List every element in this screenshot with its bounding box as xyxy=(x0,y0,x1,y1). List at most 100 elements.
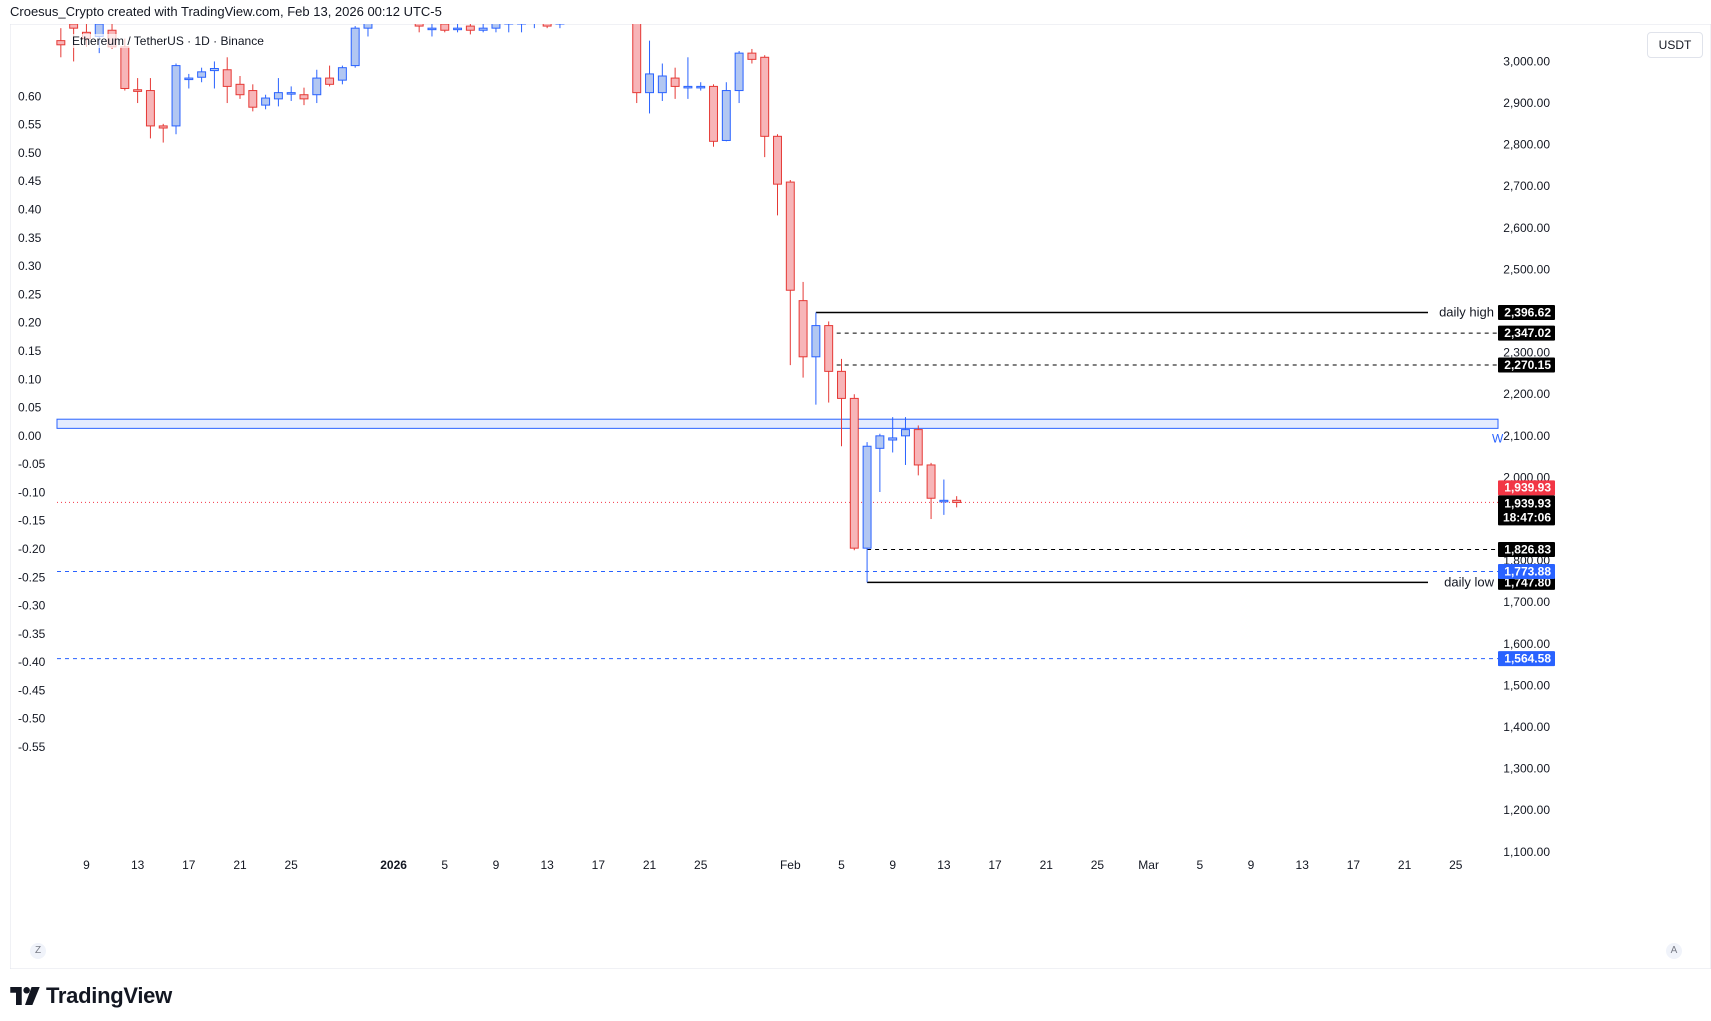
candle-body xyxy=(645,73,654,94)
time-axis-label: 21 xyxy=(233,858,247,872)
candle xyxy=(427,24,437,37)
candle-body xyxy=(184,77,194,81)
candle xyxy=(273,78,283,107)
time-axis-label: 9 xyxy=(1248,858,1255,872)
auto-scale-button[interactable]: A xyxy=(1666,943,1682,959)
left-axis-tick-label: 0.00 xyxy=(18,429,42,443)
price-chart[interactable]: 0.60 0.55 0.50 0.45 0.40 0.35 0.30 0.25 0.20 0.15… xyxy=(10,24,1711,969)
candle-body xyxy=(414,24,424,27)
candle-body xyxy=(542,24,552,27)
candle xyxy=(785,180,795,366)
chart-frame[interactable]: 0.60 0.55 0.50 0.45 0.40 0.35 0.30 0.25 0.20 0.15… xyxy=(10,24,1711,969)
time-axis-label: 17 xyxy=(988,858,1002,872)
candle-body xyxy=(696,85,706,89)
candle xyxy=(465,24,475,35)
candle xyxy=(133,78,143,104)
time-axis-label: 13 xyxy=(937,858,951,872)
candle-body xyxy=(286,92,296,95)
tradingview-logo[interactable]: TradingView xyxy=(10,983,172,1009)
candle xyxy=(184,73,194,89)
time-axis-label: 2026 xyxy=(380,858,407,872)
right-axis-tick-label: 2,200.00 xyxy=(1503,387,1550,401)
candle xyxy=(261,94,271,110)
candle-body xyxy=(197,71,207,78)
candle xyxy=(939,479,949,515)
candle-body xyxy=(209,68,219,72)
left-axis-tick-label: -0.40 xyxy=(18,655,46,669)
candle-body xyxy=(773,135,782,185)
time-axis[interactable]: 9 13 17 21 25 2026 5 9 13 17 21 25 Feb 5 9 13 17 21 25 Mar 5… xyxy=(83,858,1463,872)
candle-body xyxy=(913,429,923,466)
left-axis-tick-label: 0.30 xyxy=(18,259,42,273)
right-axis-tick-label: 2,300.00 xyxy=(1503,346,1550,360)
candle-body xyxy=(158,125,168,129)
candle-body xyxy=(299,94,309,100)
right-axis-tick-label: 2,600.00 xyxy=(1503,221,1550,235)
candle-body xyxy=(145,90,155,127)
candle xyxy=(645,40,654,114)
last-price-tag-bg xyxy=(1498,480,1555,496)
left-axis-tick-label: 0.45 xyxy=(18,174,42,188)
candle-body xyxy=(901,429,910,437)
candle-body xyxy=(273,92,283,100)
tradingview-logo-icon xyxy=(10,987,40,1005)
candle xyxy=(901,417,910,465)
candle xyxy=(491,24,501,33)
level-price-tag-bg xyxy=(1498,564,1555,580)
zoom-reset-button[interactable]: Z xyxy=(30,943,46,959)
time-axis-label: 9 xyxy=(493,858,500,872)
candle-body xyxy=(849,397,859,549)
candle xyxy=(56,28,66,58)
level-label: daily low xyxy=(1444,574,1494,589)
candle-body xyxy=(171,65,181,127)
time-axis-label: 5 xyxy=(441,858,448,872)
left-axis-tick-label: -0.45 xyxy=(18,683,46,697)
right-axis-tick-label: 2,900.00 xyxy=(1503,96,1550,110)
left-axis-tick-label: -0.15 xyxy=(18,514,46,528)
last-price-tag: 1,939.93 xyxy=(1504,480,1551,494)
zone-layer: W xyxy=(56,418,1504,445)
candle-body xyxy=(760,56,770,137)
candle-body xyxy=(709,85,718,142)
left-axis-tick-label: 0.55 xyxy=(18,118,42,132)
left-axis-tick-label: -0.10 xyxy=(18,485,46,499)
candle-body xyxy=(811,325,821,358)
resistance-zone xyxy=(56,418,1499,429)
candle xyxy=(926,462,936,520)
left-axis-tick-label: -0.20 xyxy=(18,542,46,556)
candle-body xyxy=(888,437,898,441)
bid-price-tag-bg xyxy=(1498,495,1555,526)
right-axis-tick-label: 1,300.00 xyxy=(1503,762,1550,776)
candle xyxy=(209,61,219,89)
time-axis-label: 25 xyxy=(285,858,299,872)
candle-body xyxy=(824,325,834,372)
candle xyxy=(517,24,527,33)
candle xyxy=(145,78,155,139)
symbol-legend[interactable]: Ethereum / TetherUS · 1D · Binance xyxy=(70,34,266,48)
left-axis-tick-label: 0.05 xyxy=(18,401,42,415)
candle xyxy=(632,24,642,104)
candle xyxy=(325,65,335,87)
candle-body xyxy=(453,27,463,31)
level-label: daily high xyxy=(1439,304,1494,319)
candle-body xyxy=(261,97,271,106)
level-price-tag-bg xyxy=(1498,357,1555,373)
candle xyxy=(657,63,667,101)
left-axis-tick-label: 0.10 xyxy=(18,372,42,386)
candle xyxy=(913,425,923,476)
left-axis-tick-label: -0.50 xyxy=(18,712,46,726)
candle-body xyxy=(670,77,680,87)
candle xyxy=(414,24,424,33)
currency-button[interactable]: USDT xyxy=(1647,32,1703,58)
countdown-tag: 18:47:06 xyxy=(1503,510,1551,524)
time-axis-label: 25 xyxy=(1449,858,1463,872)
time-axis-label: 13 xyxy=(131,858,145,872)
level-price-tag: 1,826.83 xyxy=(1504,542,1551,556)
candle-body xyxy=(363,24,373,29)
left-axis-tick-label: 0.60 xyxy=(18,89,42,103)
time-axis-label: Mar xyxy=(1138,858,1159,872)
candles-layer xyxy=(56,24,962,583)
left-axis-tick-label: -0.30 xyxy=(18,599,46,613)
right-axis-tick-label: 2,100.00 xyxy=(1503,429,1550,443)
candle-body xyxy=(747,52,757,60)
